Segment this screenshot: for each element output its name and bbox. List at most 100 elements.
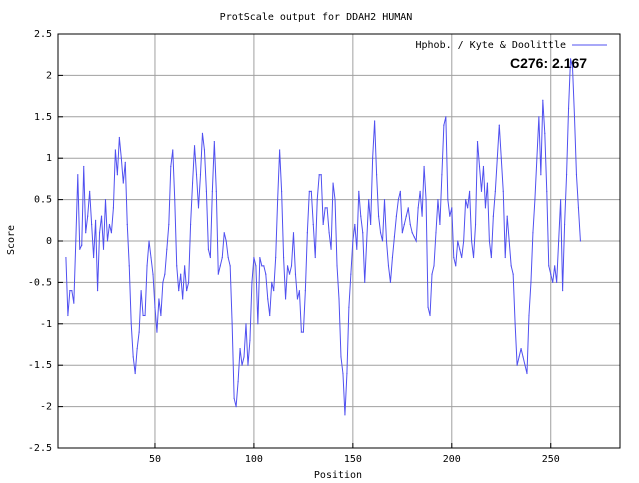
data-point bbox=[538, 116, 540, 118]
data-point bbox=[261, 265, 263, 267]
data-point bbox=[374, 120, 376, 122]
data-point bbox=[451, 207, 453, 209]
data-point bbox=[342, 372, 344, 375]
data-point bbox=[395, 215, 397, 217]
data-point bbox=[350, 273, 352, 275]
data-point bbox=[253, 256, 255, 259]
data-point bbox=[336, 265, 338, 267]
grid-lines bbox=[58, 34, 620, 448]
data-point bbox=[457, 240, 459, 242]
data-point bbox=[443, 124, 445, 126]
x-tick-label: 50 bbox=[149, 454, 161, 465]
data-point bbox=[263, 265, 265, 267]
chart-title: ProtScale output for DDAH2 HUMAN bbox=[220, 12, 413, 23]
axis-ticks: -2.5 -2 -1.5 -1 -0.5 0 0.5 1 1.5 2 2.5 50 100 150 200 2… bbox=[28, 29, 560, 465]
data-point bbox=[241, 364, 243, 366]
data-point bbox=[518, 356, 520, 358]
data-point bbox=[560, 199, 562, 201]
data-point bbox=[550, 273, 552, 275]
data-point bbox=[112, 207, 115, 209]
data-point bbox=[199, 174, 202, 176]
data-point bbox=[348, 306, 350, 308]
data-point bbox=[146, 265, 148, 267]
data-point bbox=[528, 314, 530, 317]
data-point bbox=[522, 356, 524, 358]
data-point bbox=[93, 256, 95, 259]
x-tick-label: 250 bbox=[542, 454, 560, 465]
data-point bbox=[128, 265, 130, 267]
data-point bbox=[439, 223, 441, 226]
x-tick-label: 150 bbox=[344, 454, 362, 465]
data-point bbox=[225, 240, 227, 242]
data-point bbox=[251, 281, 253, 283]
data-point bbox=[579, 240, 582, 242]
data-point bbox=[87, 215, 89, 217]
data-point bbox=[340, 356, 342, 358]
y-tick-label: 0 bbox=[46, 236, 52, 247]
y-tick-label: 2 bbox=[46, 70, 52, 81]
data-point bbox=[330, 248, 332, 250]
data-point bbox=[273, 290, 275, 292]
data-point bbox=[492, 215, 494, 217]
data-point bbox=[544, 132, 546, 134]
data-point bbox=[108, 223, 111, 226]
data-point bbox=[512, 273, 514, 275]
data-point bbox=[271, 281, 273, 283]
data-point bbox=[296, 298, 299, 300]
data-point bbox=[89, 190, 91, 192]
data-point bbox=[573, 116, 576, 118]
data-point bbox=[223, 232, 225, 234]
data-point bbox=[470, 240, 473, 242]
data-point bbox=[427, 306, 429, 308]
data-point bbox=[552, 281, 554, 283]
data-point bbox=[467, 207, 469, 209]
data-point bbox=[469, 190, 471, 192]
data-point bbox=[136, 348, 138, 350]
data-point bbox=[275, 256, 277, 259]
data-point bbox=[282, 256, 285, 259]
data-point bbox=[233, 397, 235, 399]
data-point bbox=[65, 256, 67, 259]
data-point bbox=[474, 223, 477, 226]
data-point bbox=[324, 207, 326, 209]
data-point bbox=[126, 223, 128, 226]
data-point bbox=[195, 174, 198, 176]
data-point bbox=[164, 273, 166, 275]
data-point bbox=[411, 232, 413, 234]
data-point bbox=[366, 240, 368, 242]
data-point bbox=[565, 174, 568, 176]
data-point bbox=[514, 323, 516, 325]
data-point bbox=[500, 157, 502, 159]
x-tick-label: 200 bbox=[443, 454, 461, 465]
data-point bbox=[405, 215, 407, 217]
data-point bbox=[344, 414, 346, 416]
y-axis-label: Score bbox=[6, 225, 17, 255]
data-point bbox=[318, 174, 320, 176]
hydrophobicity-series-line bbox=[65, 58, 581, 415]
data-point bbox=[372, 157, 374, 159]
data-point bbox=[558, 240, 560, 242]
data-point bbox=[455, 265, 457, 267]
data-point bbox=[96, 290, 99, 292]
data-point bbox=[338, 298, 340, 300]
data-point bbox=[356, 248, 358, 250]
data-point bbox=[429, 314, 431, 317]
data-point bbox=[352, 240, 354, 242]
data-point bbox=[209, 256, 211, 259]
y-tick-label: 2.5 bbox=[34, 29, 52, 40]
data-point bbox=[292, 232, 295, 234]
y-tick-label: -2 bbox=[40, 402, 52, 413]
data-point bbox=[178, 290, 180, 292]
data-point bbox=[85, 232, 87, 234]
data-point bbox=[393, 236, 396, 238]
data-point bbox=[71, 290, 73, 292]
data-point bbox=[490, 256, 492, 259]
data-point bbox=[122, 182, 124, 184]
data-point bbox=[328, 232, 330, 234]
data-point bbox=[75, 240, 77, 242]
data-point bbox=[326, 207, 328, 209]
data-point bbox=[294, 273, 297, 275]
data-point bbox=[413, 236, 415, 238]
data-point bbox=[496, 157, 498, 159]
data-point bbox=[201, 132, 204, 134]
